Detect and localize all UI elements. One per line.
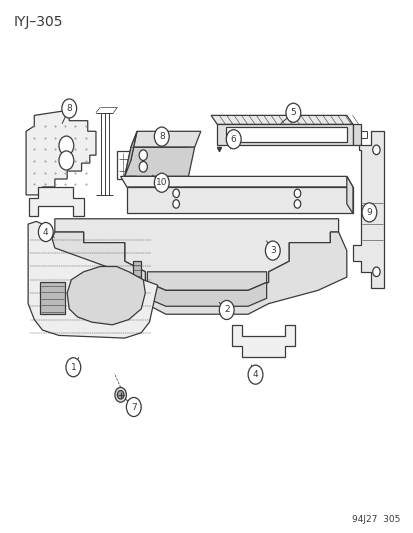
Polygon shape [225,127,346,142]
Text: 94J27  305: 94J27 305 [351,515,399,523]
Polygon shape [217,124,352,144]
Circle shape [117,391,123,399]
Circle shape [59,151,74,170]
Text: 1: 1 [70,363,76,372]
Polygon shape [124,131,137,176]
Text: 3: 3 [269,246,275,255]
Polygon shape [116,151,132,179]
Polygon shape [67,266,145,325]
Circle shape [38,222,53,241]
Polygon shape [147,272,266,290]
Circle shape [361,203,376,222]
Text: 9: 9 [366,208,371,217]
Polygon shape [133,261,141,282]
Circle shape [173,200,179,208]
Polygon shape [55,219,338,290]
Circle shape [126,398,141,417]
Polygon shape [352,124,360,144]
Text: 8: 8 [159,132,164,141]
Circle shape [139,161,147,172]
Text: 10: 10 [156,178,167,187]
Text: 2: 2 [223,305,229,314]
Circle shape [66,358,81,377]
Circle shape [59,136,74,155]
Polygon shape [231,325,295,357]
Polygon shape [28,221,157,338]
Polygon shape [147,282,266,306]
Circle shape [115,387,126,402]
Text: 4: 4 [252,370,258,379]
Polygon shape [124,147,194,176]
Circle shape [173,189,179,198]
Circle shape [219,301,234,319]
Circle shape [372,267,379,277]
Polygon shape [346,176,352,214]
Circle shape [62,99,76,118]
Polygon shape [29,187,83,216]
Text: 6: 6 [230,135,236,144]
Circle shape [294,189,300,198]
Circle shape [372,145,379,155]
Polygon shape [211,115,352,124]
Circle shape [247,365,262,384]
Polygon shape [352,131,383,288]
Circle shape [285,103,300,122]
Text: 8: 8 [66,104,72,113]
Circle shape [139,150,147,160]
Circle shape [265,241,280,260]
Circle shape [154,173,169,192]
Text: IYJ–305: IYJ–305 [14,14,63,29]
Polygon shape [131,131,200,147]
Text: 7: 7 [131,402,136,411]
Circle shape [226,130,240,149]
Polygon shape [47,232,346,314]
Text: 5: 5 [290,108,296,117]
Polygon shape [40,282,65,314]
Polygon shape [126,187,352,214]
Text: 4: 4 [43,228,48,237]
Polygon shape [127,176,136,184]
Polygon shape [26,110,96,195]
Circle shape [154,127,169,146]
Circle shape [294,200,300,208]
Polygon shape [120,176,352,187]
